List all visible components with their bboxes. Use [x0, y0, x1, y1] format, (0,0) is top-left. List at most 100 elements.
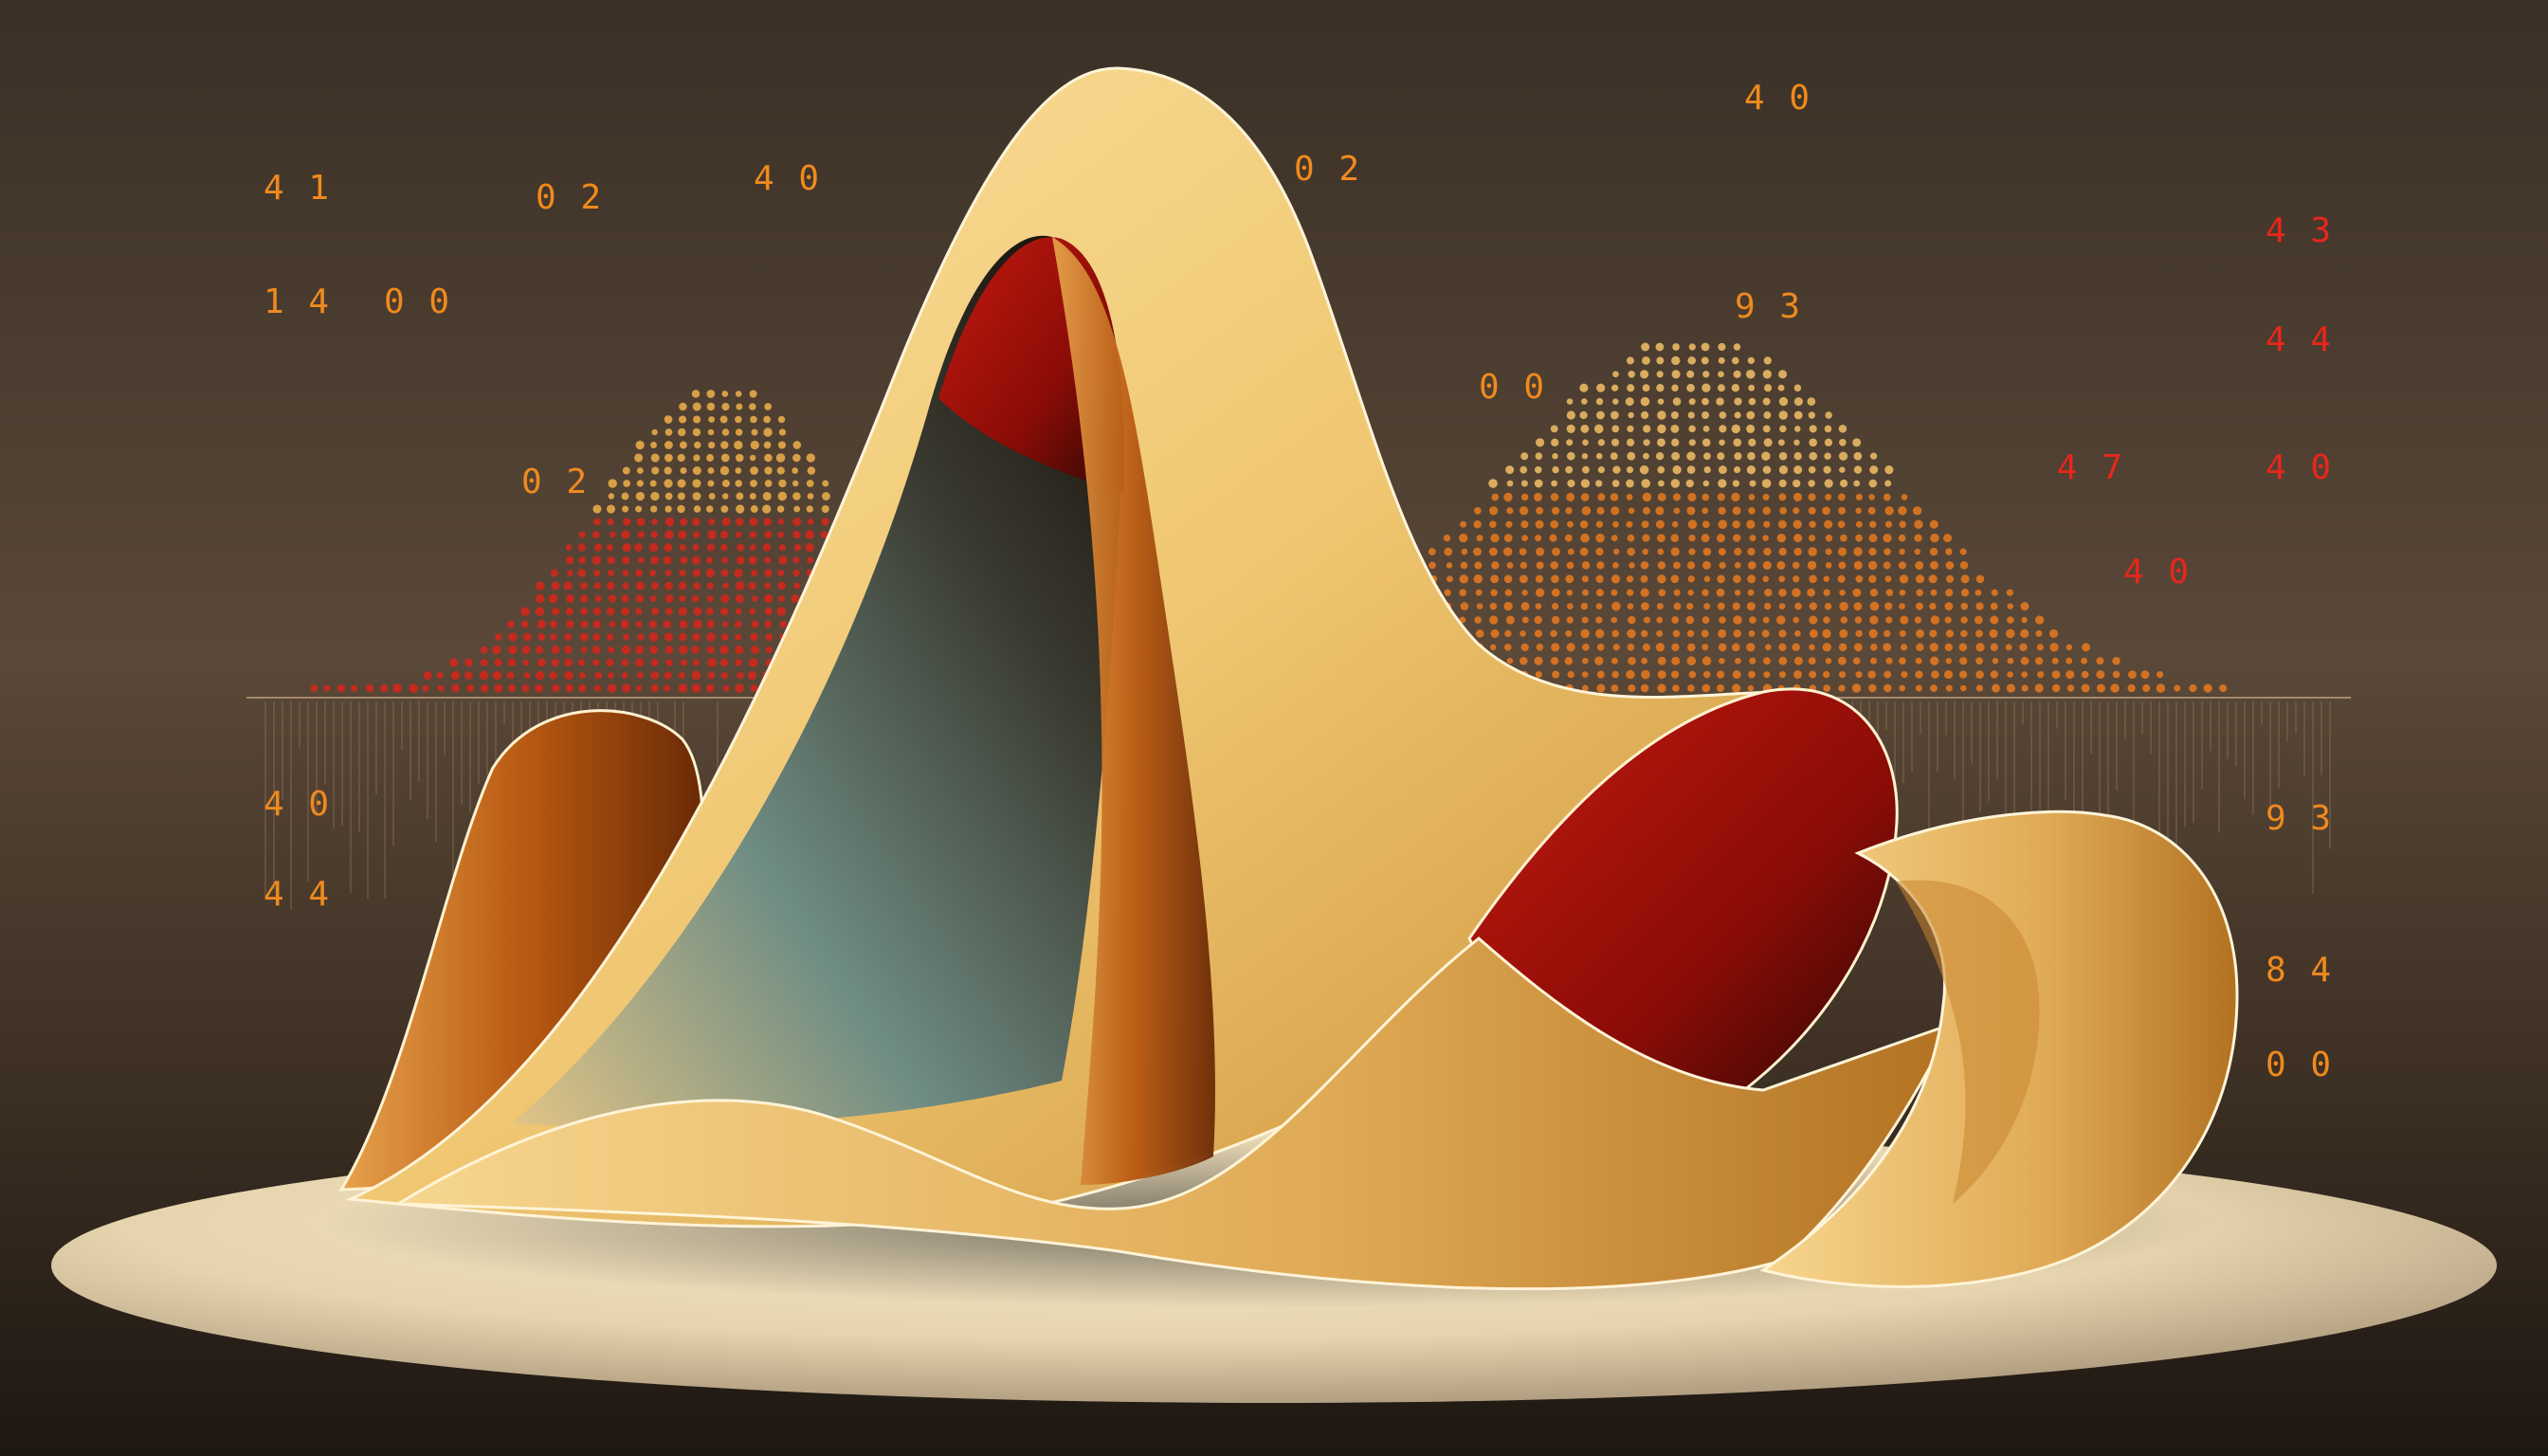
dot	[634, 453, 643, 462]
dot	[1794, 411, 1803, 420]
dot	[1778, 520, 1787, 529]
dot	[692, 595, 699, 602]
glyph-label: 8 4	[2266, 951, 2333, 990]
dot	[777, 532, 784, 538]
dot	[1884, 630, 1890, 637]
dot	[1702, 684, 1710, 693]
dot	[1505, 465, 1514, 474]
dot	[764, 442, 772, 449]
dot	[677, 505, 684, 513]
dot	[608, 570, 614, 576]
dot	[748, 671, 756, 680]
dot	[1491, 629, 1500, 638]
dot	[1506, 507, 1513, 514]
dot	[423, 684, 429, 691]
dot	[807, 557, 813, 564]
dot	[1611, 385, 1618, 391]
dot	[708, 442, 715, 448]
dot	[1447, 562, 1453, 569]
dot	[552, 608, 559, 615]
dot	[1658, 398, 1665, 405]
dot	[508, 632, 517, 641]
dot	[523, 633, 532, 642]
dot	[1855, 630, 1862, 637]
dot	[1703, 452, 1711, 460]
dot	[1793, 562, 1800, 570]
dot	[692, 633, 700, 641]
dot	[1855, 575, 1863, 583]
dot	[2097, 683, 2105, 692]
dot	[449, 658, 458, 666]
dot	[1733, 506, 1741, 515]
dot	[1611, 493, 1619, 501]
dot	[1960, 548, 1967, 555]
dot	[1794, 384, 1801, 391]
dot	[1580, 411, 1588, 419]
dot	[822, 492, 830, 500]
dot	[1520, 630, 1526, 637]
dot	[1778, 439, 1785, 446]
dot	[664, 632, 673, 641]
dot	[1657, 534, 1665, 542]
dot	[1613, 549, 1619, 555]
dot	[664, 582, 673, 591]
dot	[1641, 684, 1649, 693]
dot	[622, 531, 630, 539]
dot	[1687, 561, 1695, 569]
dot	[2067, 684, 2074, 691]
dot	[1992, 684, 2000, 693]
dot	[679, 620, 687, 628]
dot	[1746, 370, 1756, 379]
dot	[1658, 657, 1666, 665]
dot	[808, 466, 816, 475]
dot	[1930, 561, 1938, 570]
dot	[2037, 644, 2044, 650]
dot	[1657, 683, 1665, 692]
dot	[1703, 548, 1712, 556]
dot	[649, 570, 656, 576]
dot	[507, 672, 515, 680]
dot	[2052, 670, 2061, 679]
dot	[765, 608, 773, 615]
dot	[1719, 616, 1726, 624]
dot	[1550, 630, 1557, 638]
dot	[1733, 602, 1740, 610]
dot	[721, 557, 728, 564]
dot	[1810, 425, 1817, 432]
dot	[1826, 549, 1832, 555]
dot	[1717, 589, 1725, 597]
dot	[608, 646, 614, 653]
dot	[692, 479, 701, 487]
dot	[636, 594, 644, 602]
dot	[1826, 658, 1832, 664]
dot	[777, 466, 785, 474]
dot	[566, 594, 574, 603]
dot	[707, 620, 715, 628]
dot	[720, 416, 728, 424]
dot	[736, 581, 745, 591]
glyph-label: 0 0	[2266, 1046, 2333, 1084]
dot	[1762, 629, 1770, 637]
dot	[1702, 561, 1711, 570]
dot	[737, 672, 744, 680]
dot	[1702, 520, 1710, 528]
dot	[1732, 384, 1739, 391]
dot	[1839, 629, 1847, 638]
dot	[1930, 684, 1938, 692]
dot	[636, 492, 645, 500]
dot	[1899, 561, 1906, 569]
dot	[1552, 548, 1560, 556]
dot	[1686, 506, 1695, 515]
dot	[1946, 629, 1954, 637]
dot	[1565, 535, 1573, 542]
dot	[750, 480, 757, 487]
dot	[1885, 589, 1893, 596]
dot	[1746, 411, 1755, 420]
dot	[1641, 602, 1649, 610]
dot	[1674, 507, 1681, 514]
dot	[735, 683, 744, 693]
dot	[1702, 644, 1708, 650]
dot	[351, 684, 357, 691]
dot	[792, 594, 799, 602]
dot	[594, 684, 601, 691]
